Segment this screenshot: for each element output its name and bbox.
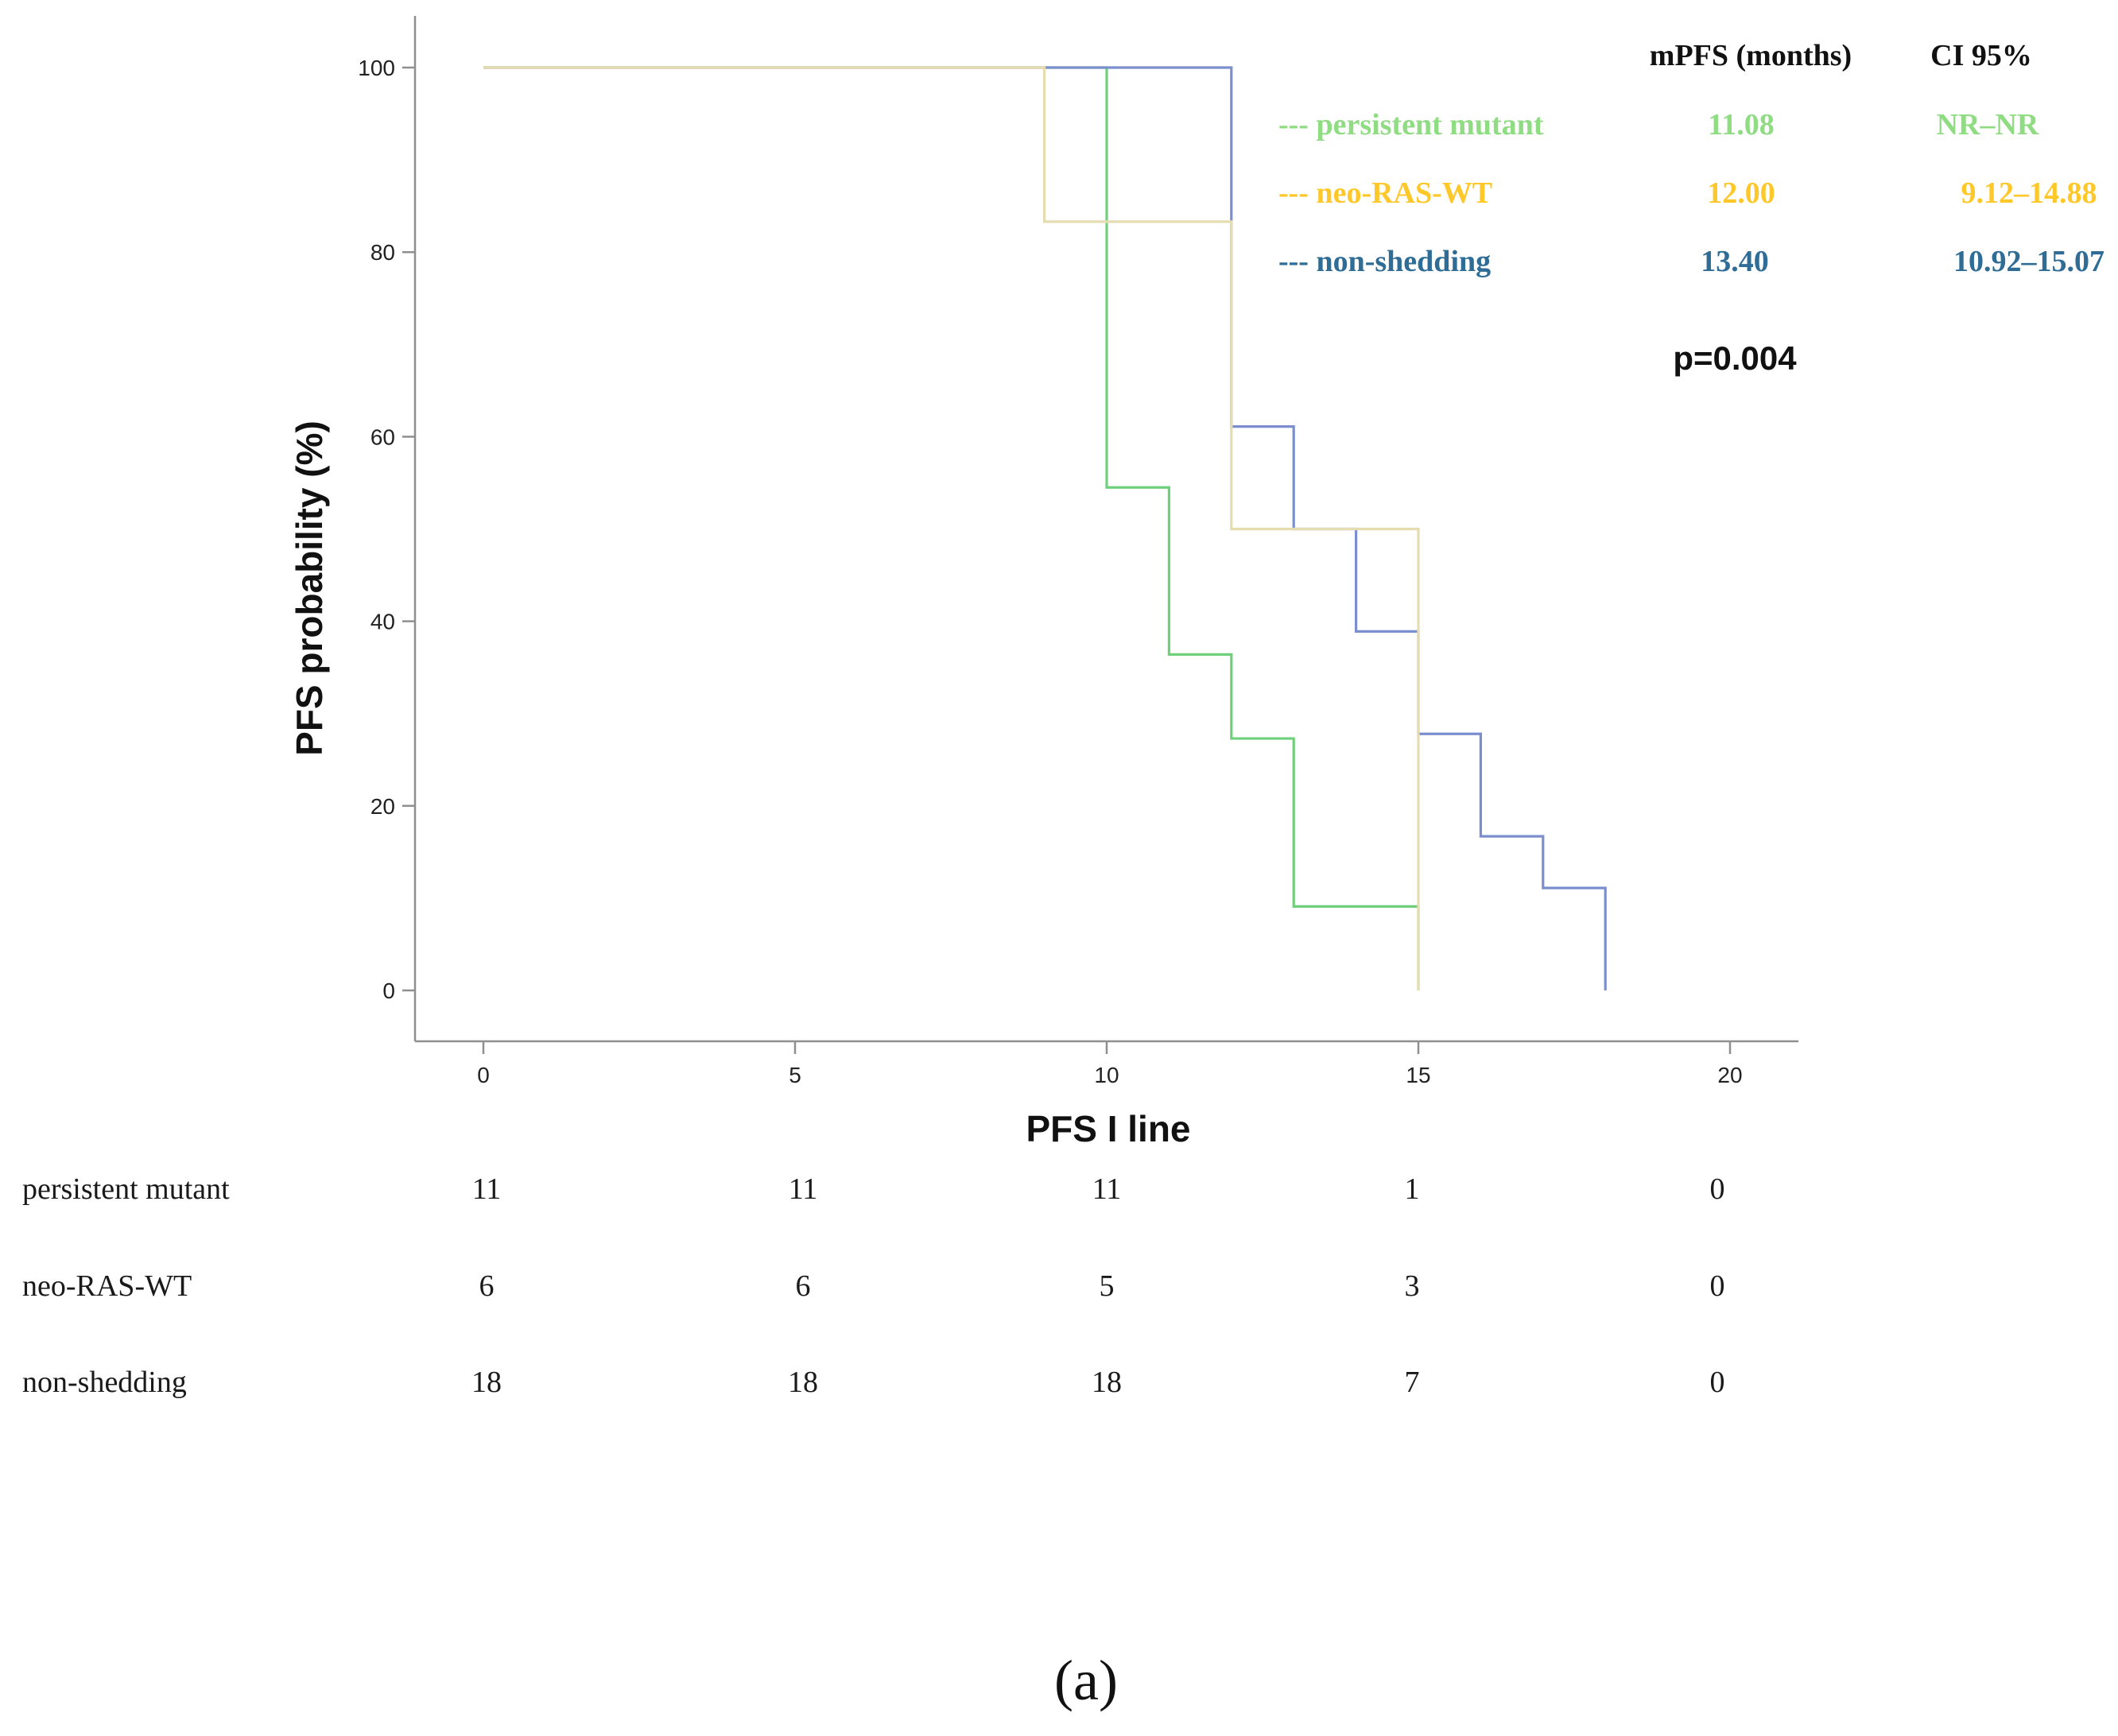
legend-ci-persistent-mutant: NR–NR [1937,108,2039,141]
series-line-persistent-mutant [483,66,1420,990]
survival-curves [483,66,1607,990]
risk-count: 18 [788,1366,818,1399]
risk-label-non-shedding: non-shedding [22,1366,187,1399]
risk-count: 18 [1092,1366,1122,1399]
risk-counts: 11 11 11 1 06 6 5 3 018 18 18 7 0 [471,1172,1725,1399]
y-tick-label: 20 [370,794,395,819]
risk-count: 6 [479,1269,495,1303]
x-tick-label: 10 [1094,1063,1119,1087]
x-tick-label: 5 [789,1063,801,1087]
legend-header-mpfs: mPFS (months) [1650,39,1852,72]
x-ticks: 0 5 10 15 20 [477,1041,1743,1087]
risk-count: 0 [1710,1366,1725,1399]
y-tick-label: 100 [358,56,395,80]
risk-count: 11 [789,1172,818,1206]
risk-label-persistent-mutant: persistent mutant [22,1172,230,1206]
risk-count: 6 [796,1269,811,1303]
risk-count: 11 [1092,1172,1122,1206]
y-tick-label: 60 [370,424,395,449]
risk-count: 0 [1710,1269,1725,1303]
series-line-neo-ras-wt [483,66,1420,990]
risk-count: 11 [472,1172,502,1206]
x-tick-label: 15 [1406,1063,1430,1087]
y-tick-label: 80 [370,240,395,265]
axes: 0 20 40 60 80 100 0 5 10 15 20 [358,16,1798,1087]
risk-count: 3 [1405,1269,1420,1303]
p-value: p=0.004 [1673,339,1797,377]
x-tick-label: 20 [1717,1063,1742,1087]
legend-ci-non-shedding: 10.92–15.07 [1953,245,2104,278]
risk-label-neo-ras-wt: neo-RAS-WT [22,1269,192,1303]
y-tick-label: 40 [370,610,395,634]
risk-count: 5 [1100,1269,1115,1303]
legend-ci-neo-ras-wt: 9.12–14.88 [1961,176,2097,210]
legend-header-ci: CI 95% [1930,39,2032,72]
legend-mpfs-persistent-mutant: 11.08 [1708,108,1774,141]
risk-count: 7 [1405,1366,1420,1399]
legend-label-non-shedding: --- non-shedding [1278,245,1491,278]
legend: mPFS (months) CI 95% --- persistent muta… [1278,39,2104,377]
panel-label: (a) [1054,1649,1118,1712]
risk-table: persistent mutant neo-RAS-WT non-sheddin… [22,1172,1725,1399]
risk-count: 1 [1405,1172,1420,1206]
y-tick-label: 0 [382,978,395,1003]
y-axis-title: PFS probability (%) [289,420,330,756]
legend-label-neo-ras-wt: --- neo-RAS-WT [1278,176,1492,210]
legend-mpfs-non-shedding: 13.40 [1701,245,1769,278]
x-axis-title: PFS I line [1026,1108,1190,1149]
y-ticks: 0 20 40 60 80 100 [358,56,415,1003]
legend-mpfs-neo-ras-wt: 12.00 [1707,176,1775,210]
x-tick-label: 0 [477,1063,490,1087]
risk-count: 18 [471,1366,502,1399]
legend-label-persistent-mutant: --- persistent mutant [1278,108,1544,141]
risk-count: 0 [1710,1172,1725,1206]
